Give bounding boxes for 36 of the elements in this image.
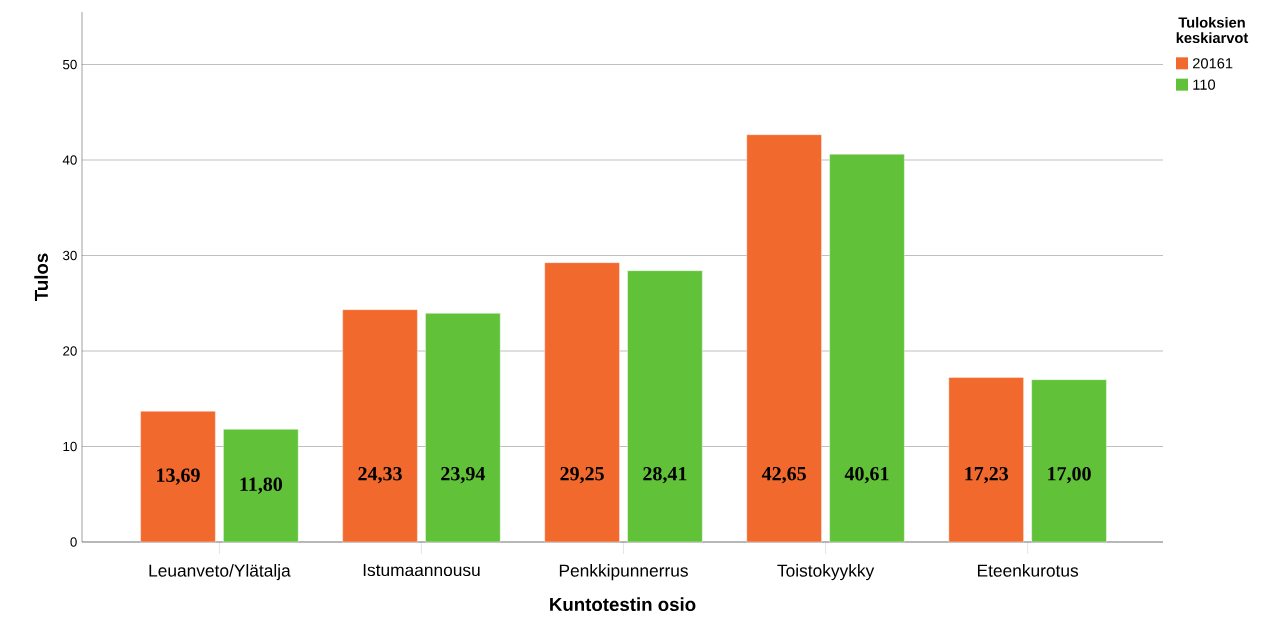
data-label: 17,00: [1048, 466, 1091, 484]
data-label: 40,61: [844, 466, 889, 484]
bar: [829, 153, 905, 543]
data-label: 11,80: [240, 477, 283, 494]
bar: [223, 429, 299, 543]
x-tick-label: Leuanveto/Ylätalja: [149, 564, 291, 581]
bar: [544, 262, 620, 543]
data-label: 13,69: [157, 468, 200, 485]
x-tick-label: Penkkipunnerrus: [559, 564, 688, 581]
bar: [948, 377, 1024, 543]
data-label: 42,65: [761, 466, 806, 484]
y-tick-label: 10: [63, 441, 77, 452]
data-label: 29,25: [560, 466, 604, 484]
legend-label: 110: [1193, 79, 1216, 90]
y-tick-label: 40: [62, 155, 77, 165]
data-label: 23,94: [441, 466, 485, 484]
x-tick-label: Istumaannousu: [363, 564, 480, 577]
y-tick-label: 50: [63, 59, 77, 70]
y-tick-label: 0: [70, 537, 77, 547]
y-tick-label: 20: [63, 346, 77, 356]
y-tick-label: 30: [62, 250, 77, 261]
legend-title: Tuloksien keskiarvot: [1176, 16, 1249, 44]
bar: [425, 313, 501, 543]
bar: [746, 134, 822, 543]
bar: [1031, 379, 1107, 543]
bar: [627, 270, 703, 543]
x-tick-label: Eteenkurotus: [977, 564, 1079, 577]
data-label: 17,23: [965, 466, 1009, 484]
x-axis-title: Kuntotestin osio: [550, 597, 696, 612]
legend-label: 20161: [1193, 58, 1233, 69]
bar: [342, 309, 418, 543]
data-label: 28,41: [643, 466, 687, 484]
y-axis-title: Tulos: [34, 253, 48, 301]
bar: [140, 411, 216, 543]
x-tick-label: Toistokyykky: [777, 564, 875, 581]
data-label: 24,33: [358, 466, 402, 484]
